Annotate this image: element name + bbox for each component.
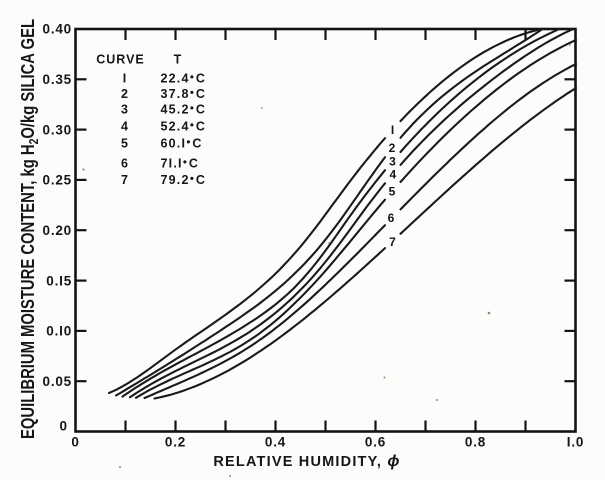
svg-text:0.40: 0.40 xyxy=(43,22,72,37)
svg-text:52.4●C: 52.4●C xyxy=(161,120,207,134)
svg-text:0.I5: 0.I5 xyxy=(46,273,72,288)
svg-text:2: 2 xyxy=(121,87,128,101)
svg-text:0.2: 0.2 xyxy=(165,435,186,450)
svg-text:45.2●C: 45.2●C xyxy=(161,103,207,117)
svg-text:3: 3 xyxy=(389,155,396,169)
svg-text:0.20: 0.20 xyxy=(43,223,72,238)
svg-text:7: 7 xyxy=(389,235,396,249)
svg-text:7: 7 xyxy=(121,173,128,187)
svg-text:5: 5 xyxy=(121,137,128,151)
svg-text:4: 4 xyxy=(389,168,396,182)
svg-text:0: 0 xyxy=(71,435,79,450)
svg-text:60.I●C: 60.I●C xyxy=(161,137,203,151)
svg-text:0.30: 0.30 xyxy=(43,122,72,137)
svg-text:22.4●C: 22.4●C xyxy=(161,72,207,86)
svg-text:I.0: I.0 xyxy=(567,435,584,450)
svg-text:2: 2 xyxy=(389,141,396,155)
svg-text:0.25: 0.25 xyxy=(43,173,72,188)
svg-text:0.8: 0.8 xyxy=(465,435,486,450)
svg-text:3: 3 xyxy=(121,103,128,117)
svg-text:I: I xyxy=(391,123,394,137)
svg-text:37.8●C: 37.8●C xyxy=(161,87,207,101)
svg-text:4: 4 xyxy=(121,120,128,134)
svg-text:CURVE: CURVE xyxy=(96,53,145,67)
svg-text:0.35: 0.35 xyxy=(43,72,72,87)
svg-text:EQUILIBRIUM MOISTURE CONTENT,: EQUILIBRIUM MOISTURE CONTENT, kg H2O/kg … xyxy=(17,19,41,439)
svg-text:0.05: 0.05 xyxy=(43,374,72,389)
svg-text:6: 6 xyxy=(388,211,395,225)
svg-text:0: 0 xyxy=(59,419,67,434)
svg-text:0.6: 0.6 xyxy=(365,435,386,450)
svg-text:79.2●C: 79.2●C xyxy=(161,173,207,187)
svg-text:RELATIVE HUMIDITY, ϕ: RELATIVE HUMIDITY, ϕ xyxy=(213,453,400,470)
svg-text:5: 5 xyxy=(389,184,396,198)
svg-text:T: T xyxy=(174,53,182,67)
svg-text:6: 6 xyxy=(121,156,128,170)
svg-text:I: I xyxy=(123,72,126,86)
svg-text:7I.I●C: 7I.I●C xyxy=(161,156,200,170)
svg-text:0.4: 0.4 xyxy=(265,435,286,450)
svg-text:0.I0: 0.I0 xyxy=(46,324,72,339)
